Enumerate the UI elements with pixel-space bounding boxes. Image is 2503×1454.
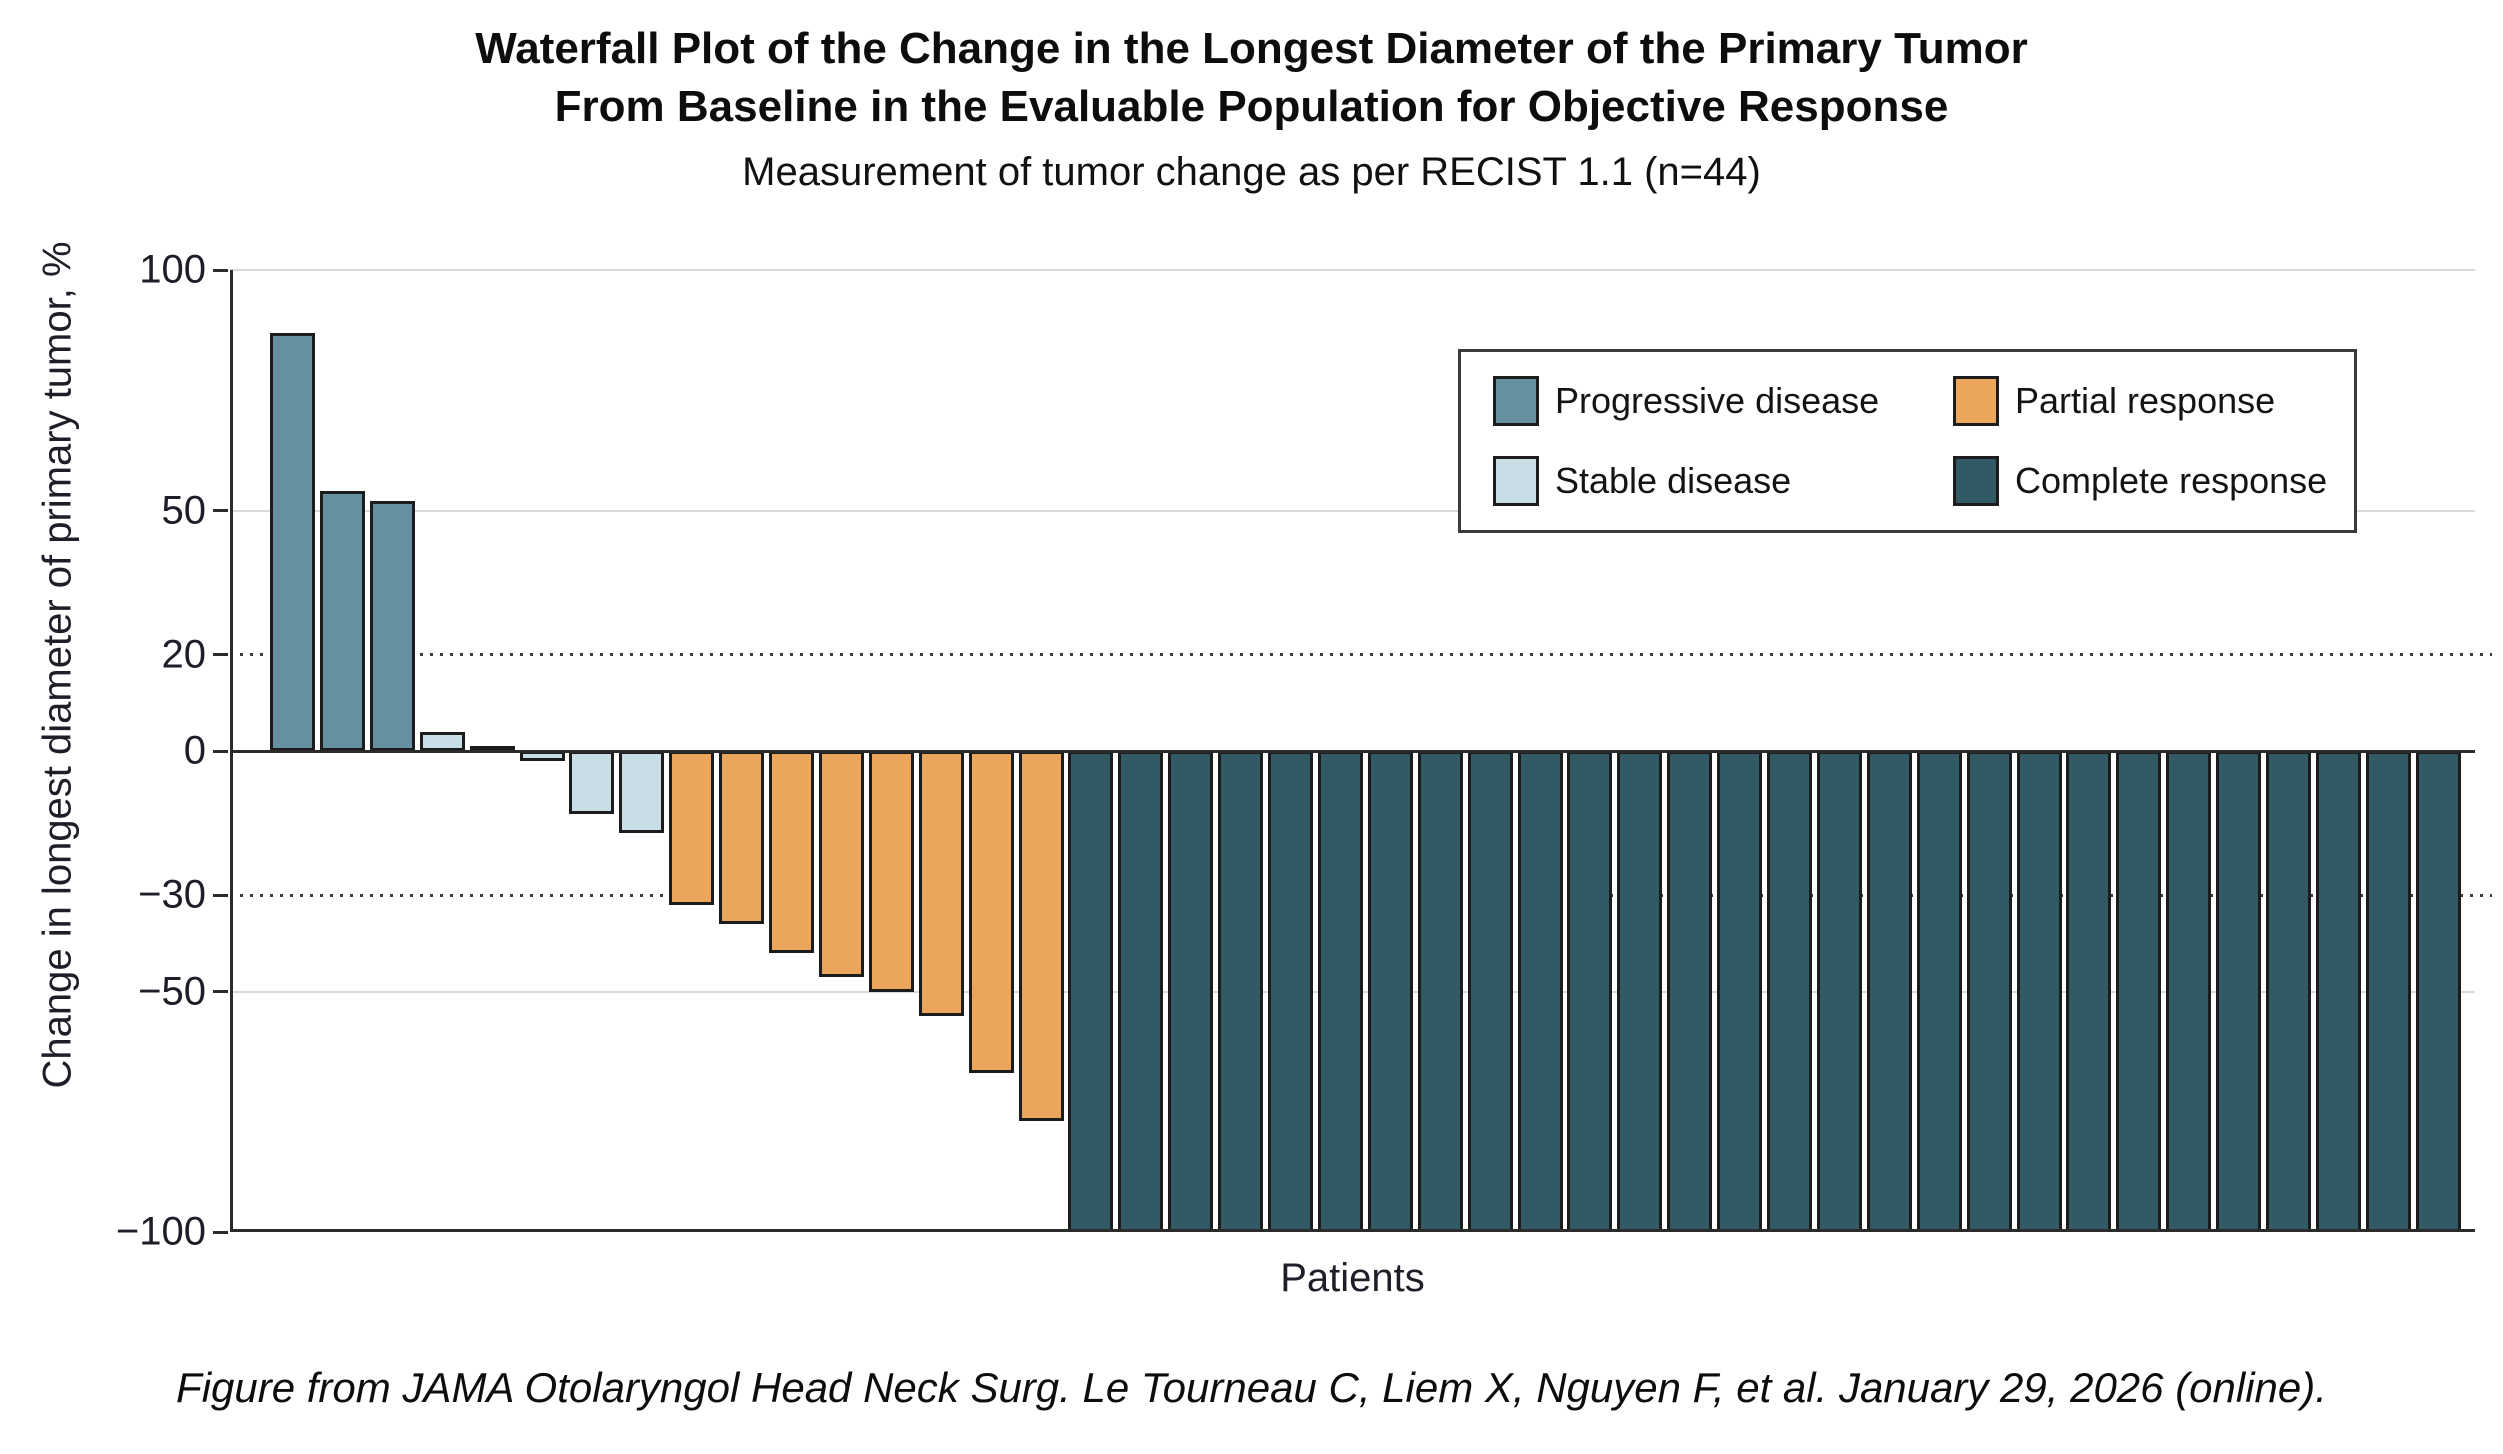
bar-patient-44: [2415, 751, 2461, 1232]
bar-patient-10: [719, 751, 765, 925]
bar-patient-9: [669, 751, 715, 905]
legend-label: Progressive disease: [1555, 380, 1880, 421]
bar-patient-12: [818, 751, 864, 978]
bar-patient-16: [1018, 751, 1064, 1122]
figure-title-line1: Waterfall Plot of the Change in the Long…: [475, 24, 2028, 73]
y-tick--100: [213, 1230, 228, 1234]
bar-patient-11: [769, 751, 814, 954]
bar-patient-13: [868, 751, 914, 992]
bar-patient-24: [1417, 751, 1463, 1232]
y-tick--30: [213, 893, 228, 897]
bar-patient-8: [619, 751, 665, 833]
bar-patient-37: [2066, 751, 2112, 1232]
bar-patient-2: [319, 491, 365, 751]
bar-patient-14: [918, 751, 964, 1016]
y-tick-label-100: 100: [139, 247, 206, 292]
bar-patient-30: [1717, 751, 1763, 1232]
y-tick-label--30: −30: [138, 872, 206, 917]
bar-patient-43: [2365, 751, 2411, 1232]
y-tick-label-50: 50: [161, 488, 207, 532]
bar-patient-35: [1966, 751, 2012, 1232]
y-tick-0: [213, 749, 228, 753]
legend-label: Partial response: [2015, 380, 2276, 421]
bar-patient-26: [1517, 751, 1563, 1232]
y-tick--50: [213, 990, 228, 993]
bar-patient-32: [1816, 751, 1862, 1232]
legend-item-progressive-disease: Progressive disease: [1493, 376, 1953, 426]
bar-patient-34: [1916, 751, 1962, 1232]
bar-patient-39: [2166, 751, 2212, 1232]
gridline-50: [230, 509, 2475, 512]
bar-patient-31: [1767, 751, 1812, 1232]
y-tick-label--100: −100: [115, 1209, 206, 1254]
bar-patient-29: [1667, 751, 1713, 1232]
bar-patient-4: [419, 731, 465, 751]
x-axis-label: Patients: [1280, 1256, 1425, 1300]
zero-baseline: [230, 749, 2475, 753]
legend-label: Stable disease: [1555, 460, 1792, 501]
bar-patient-27: [1567, 751, 1613, 1232]
bar-patient-33: [1866, 751, 1912, 1232]
bar-patient-7: [569, 751, 615, 814]
bar-patient-21: [1268, 751, 1313, 1232]
bar-patient-41: [2266, 751, 2311, 1232]
bar-patient-25: [1467, 751, 1513, 1232]
y-tick-100: [213, 268, 228, 272]
figure-title: Waterfall Plot of the Change in the Long…: [0, 20, 2503, 136]
bar-patient-18: [1118, 751, 1164, 1232]
y-tick-label-20: 20: [161, 632, 207, 677]
bar-patient-28: [1617, 751, 1663, 1232]
bar-patient-15: [968, 751, 1014, 1074]
bar-patient-22: [1317, 751, 1363, 1232]
y-axis-tick-labels: 100 50 20 0 −30 −50 −100: [0, 248, 207, 1254]
y-axis-line: [230, 270, 233, 1232]
y-tick-label-0: 0: [183, 728, 206, 773]
figure-caption: Figure from JAMA Otolaryngol Head Neck S…: [176, 1364, 2327, 1411]
figure-subtitle: Measurement of tumor change as per RECIS…: [742, 150, 1761, 194]
bar-patient-3: [369, 500, 415, 751]
bar-patient-38: [2116, 751, 2162, 1232]
threshold-line-20: [230, 653, 2492, 657]
y-tick-20: [213, 653, 228, 657]
legend: Progressive disease Partial response Sta…: [1458, 349, 2357, 533]
progressive-disease-swatch-icon: [1493, 376, 1539, 426]
bar-patient-1: [270, 332, 315, 751]
bar-patient-36: [2016, 751, 2062, 1232]
figure-title-line2: From Baseline in the Evaluable Populatio…: [554, 82, 1949, 131]
stable-disease-swatch-icon: [1493, 456, 1539, 506]
partial-response-swatch-icon: [1953, 376, 1999, 426]
legend-item-stable-disease: Stable disease: [1493, 456, 1953, 506]
waterfall-chart: [213, 268, 2492, 1234]
x-axis-line: [230, 1229, 2475, 1232]
bar-patient-17: [1068, 751, 1114, 1232]
legend-item-partial-response: Partial response: [1953, 376, 2354, 426]
bar-patient-40: [2216, 751, 2262, 1232]
legend-item-complete-response: Complete response: [1953, 456, 2354, 506]
y-tick-label--50: −50: [138, 969, 206, 1013]
y-tick-50: [213, 509, 228, 512]
complete-response-swatch-icon: [1953, 456, 1999, 506]
bar-patient-19: [1168, 751, 1214, 1232]
bar-patient-20: [1218, 751, 1264, 1232]
bar-patient-23: [1367, 751, 1413, 1232]
gridline-100: [230, 269, 2475, 272]
legend-label: Complete response: [2015, 460, 2328, 501]
bar-patient-42: [2315, 751, 2361, 1232]
